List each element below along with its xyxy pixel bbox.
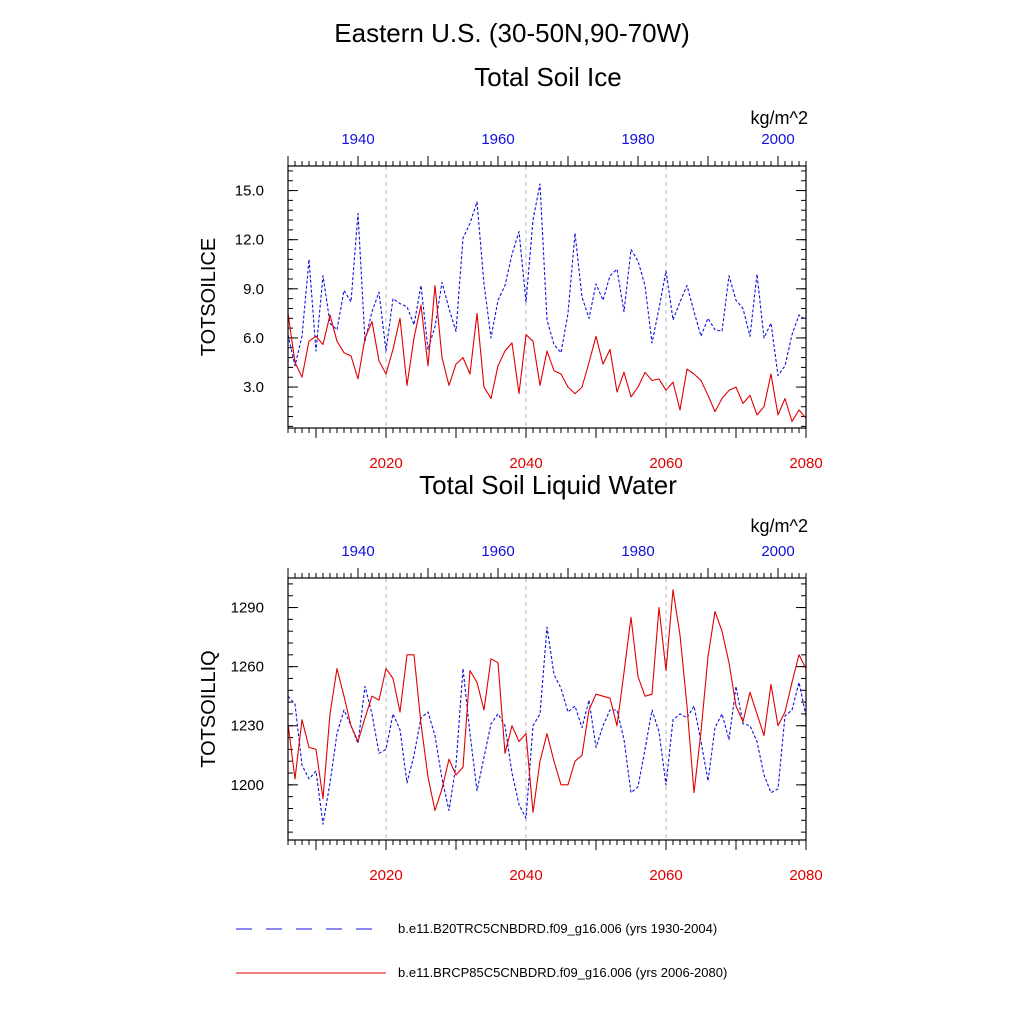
legend: b.e11.B20TRC5CNBDRD.f09_g16.006 (yrs 193… [236,921,727,980]
liquid-y-tick-label-2: 1260 [231,659,264,676]
ice-bottom-tick-label-0: 2020 [369,455,402,472]
liquid-bottom-tick-label-0: 2020 [369,867,402,884]
ice-top-tick-label-1: 1960 [481,131,514,148]
soil-ice-panel: 3.0 6.0 9.0 12.0 15.0 1940 1960 1980 2000 2020 204… [198,108,823,472]
ice-series-historical-line [287,183,807,377]
ice-y-tick-label-1: 6.0 [243,330,264,347]
ice-plot-frame [287,165,807,429]
liquid-units-label: kg/m^2 [751,516,808,536]
ice-y-axis-label: TOTSOILICE [198,238,220,357]
panel-1-title: Total Soil Ice [474,62,621,92]
liquid-y-tick-label-1: 1230 [231,718,264,735]
main-title: Eastern U.S. (30-50N,90-70W) [334,18,689,48]
ice-y-tick-label-2: 9.0 [243,281,264,298]
ice-units-label: kg/m^2 [751,108,808,128]
liquid-y-tick-label-0: 1200 [231,777,264,794]
ice-bottom-tick-label-2: 2060 [649,455,682,472]
soil-liquid-panel: 1200 1230 1260 1290 1940 1960 1980 2000 2020 2040… [198,516,823,884]
liquid-y-tick-label-3: 1290 [231,600,264,617]
liquid-bottom-tick-label-2: 2060 [649,867,682,884]
legend-label-historical: b.e11.B20TRC5CNBDRD.f09_g16.006 (yrs 193… [398,921,717,936]
ice-top-tick-label-0: 1940 [341,131,374,148]
liquid-top-tick-label-0: 1940 [341,543,374,560]
liquid-series-historical-line [287,626,807,825]
liquid-top-tick-label-1: 1960 [481,543,514,560]
ice-bottom-tick-label-1: 2040 [509,455,542,472]
liquid-top-tick-label-3: 2000 [761,543,794,560]
ice-y-tick-label-3: 12.0 [235,232,264,249]
liquid-plot-frame [287,577,807,841]
legend-label-rcp85: b.e11.BRCP85C5CNBDRD.f09_g16.006 (yrs 20… [398,965,727,980]
panel-2-title: Total Soil Liquid Water [419,470,677,500]
liquid-bottom-tick-label-3: 2080 [789,867,822,884]
ice-y-tick-label-0: 3.0 [243,379,264,396]
ice-top-tick-label-3: 2000 [761,131,794,148]
liquid-top-tick-label-2: 1980 [621,543,654,560]
liquid-y-axis-label: TOTSOILLIQ [198,650,220,767]
ice-top-tick-label-2: 1980 [621,131,654,148]
liquid-bottom-tick-label-1: 2040 [509,867,542,884]
liquid-series-rcp85-line [287,589,807,813]
ice-bottom-tick-label-3: 2080 [789,455,822,472]
ice-y-tick-label-4: 15.0 [235,183,264,200]
ice-series-rcp85-line [287,284,807,422]
